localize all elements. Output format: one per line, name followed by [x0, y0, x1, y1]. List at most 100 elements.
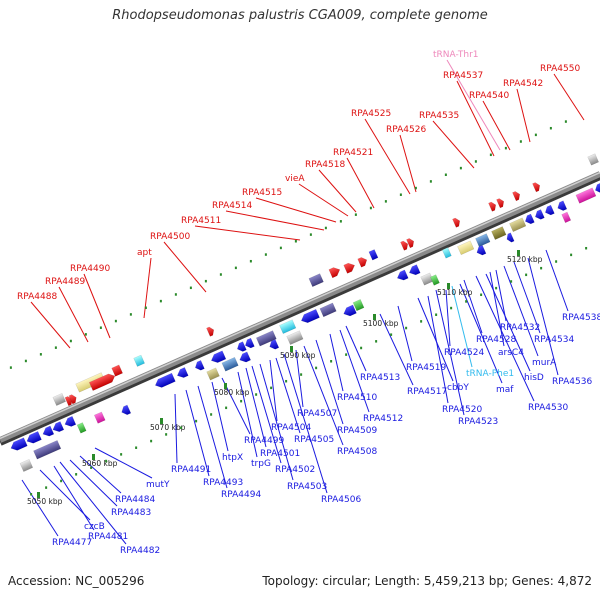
minor-tick — [195, 419, 198, 423]
gene-shape — [52, 421, 65, 433]
minor-tick — [525, 273, 528, 277]
gene-feature — [206, 367, 220, 381]
gene-label-lower: RPA4499 — [244, 436, 284, 446]
minor-tick — [84, 333, 87, 336]
gene-shape — [206, 367, 220, 381]
gene-shape — [400, 240, 409, 251]
leader-line — [435, 289, 465, 416]
gene-shape — [408, 264, 421, 276]
gene-shape — [430, 274, 440, 286]
minor-tick — [330, 360, 333, 363]
leader-line — [513, 261, 541, 334]
minor-tick — [390, 333, 393, 336]
gene-labels: RPA4488 RPA4489 RPA4490 apt RPA4500 RPA4511 RP… — [17, 50, 600, 556]
minor-tick — [549, 126, 552, 130]
minor-tick — [354, 213, 357, 216]
gene-feature — [88, 373, 116, 391]
gene-shape — [512, 191, 521, 202]
gene-label-lower: htpX — [222, 453, 243, 463]
scale-ticks: 5050 kbp 5060 kbp 5070 kbp 5080 kbp 5090 kbp… — [27, 250, 543, 506]
gene-shape — [42, 425, 55, 437]
minor-tick — [120, 453, 123, 456]
gene-feature — [52, 421, 65, 433]
gene-label-lower: maf — [496, 385, 514, 395]
gene-label-lower: RPA4530 — [528, 403, 568, 413]
leader-line — [295, 349, 304, 408]
gene-feature — [26, 431, 42, 444]
gene-shape — [279, 319, 297, 334]
minor-tick — [75, 473, 78, 476]
minor-tick — [165, 433, 168, 436]
gene-shape — [406, 238, 415, 249]
gene-label-upper: RPA4515 — [242, 188, 282, 198]
gene-label-lower: RPA4509 — [337, 426, 377, 436]
gene-feature — [300, 308, 320, 324]
gene-shape — [68, 394, 77, 405]
gene-feature — [42, 425, 55, 437]
gene-shape — [561, 211, 572, 224]
gene-feature — [509, 217, 527, 233]
minor-tick — [180, 426, 183, 430]
leader-line — [174, 393, 178, 464]
minor-tick — [249, 259, 252, 263]
gene-feature — [352, 299, 365, 312]
gene-shape — [532, 182, 541, 193]
leader-line — [516, 88, 531, 143]
leader-line — [79, 455, 122, 494]
gene-shape — [368, 249, 379, 261]
minor-tick — [189, 286, 192, 290]
gene-label-upper: RPA4526 — [386, 125, 426, 135]
gene-shape — [194, 360, 205, 371]
minor-tick — [570, 253, 573, 257]
minor-tick — [339, 220, 342, 223]
gene-feature — [133, 354, 145, 367]
gene-feature — [587, 153, 599, 166]
leader-line — [303, 345, 344, 446]
leader-line — [399, 134, 417, 193]
gene-shape — [19, 459, 34, 472]
gene-label-lower: RPA4534 — [534, 335, 574, 345]
gene-feature — [121, 404, 132, 416]
gene-label-lower: RPA4524 — [444, 348, 484, 358]
leader-line — [245, 367, 267, 448]
minor-tick — [234, 266, 237, 270]
scale-tick-mark — [224, 383, 227, 389]
minor-tick — [459, 166, 462, 170]
gene-label-upper: tRNA-Thr1 — [433, 50, 479, 60]
gene-label-lower: RPA4505 — [294, 435, 334, 445]
accession-label: Accession: NC_005296 — [8, 574, 145, 588]
minor-tick — [510, 280, 513, 283]
gene-label-upper: RPA4488 — [17, 292, 57, 302]
scale-tick-label: 5110 kbp — [437, 288, 473, 297]
leader-line — [379, 313, 414, 386]
gene-feature — [357, 257, 368, 268]
gene-feature — [452, 217, 461, 228]
gene-feature — [269, 339, 280, 350]
gene-shape — [111, 364, 123, 377]
gene-feature — [512, 191, 521, 202]
gene-shape — [506, 232, 515, 243]
gene-label-lower: RPA4493 — [203, 478, 243, 488]
gene-shape — [509, 217, 527, 233]
gene-shape — [319, 302, 337, 318]
leader-line — [59, 461, 127, 545]
genome-backbone — [0, 171, 600, 446]
leader-line — [298, 183, 349, 217]
gene-feature — [210, 350, 227, 363]
gene-label-lower: RPA4506 — [321, 495, 361, 505]
gene-feature — [319, 302, 337, 318]
leader-line — [345, 325, 367, 372]
gene-label-upper: RPA4537 — [443, 71, 483, 81]
gene-label-lower: trpG — [251, 459, 271, 469]
gene-shape — [239, 351, 251, 363]
minor-tick — [480, 293, 483, 297]
gene-shape — [300, 308, 320, 324]
gene-label-upper: RPA4525 — [351, 109, 391, 119]
gene-shape — [534, 209, 545, 220]
minor-tick — [489, 153, 492, 157]
minor-tick — [540, 266, 543, 270]
gene-feature — [476, 244, 487, 256]
gene-label-lower: mutY — [146, 480, 170, 490]
leader-line — [69, 459, 118, 507]
